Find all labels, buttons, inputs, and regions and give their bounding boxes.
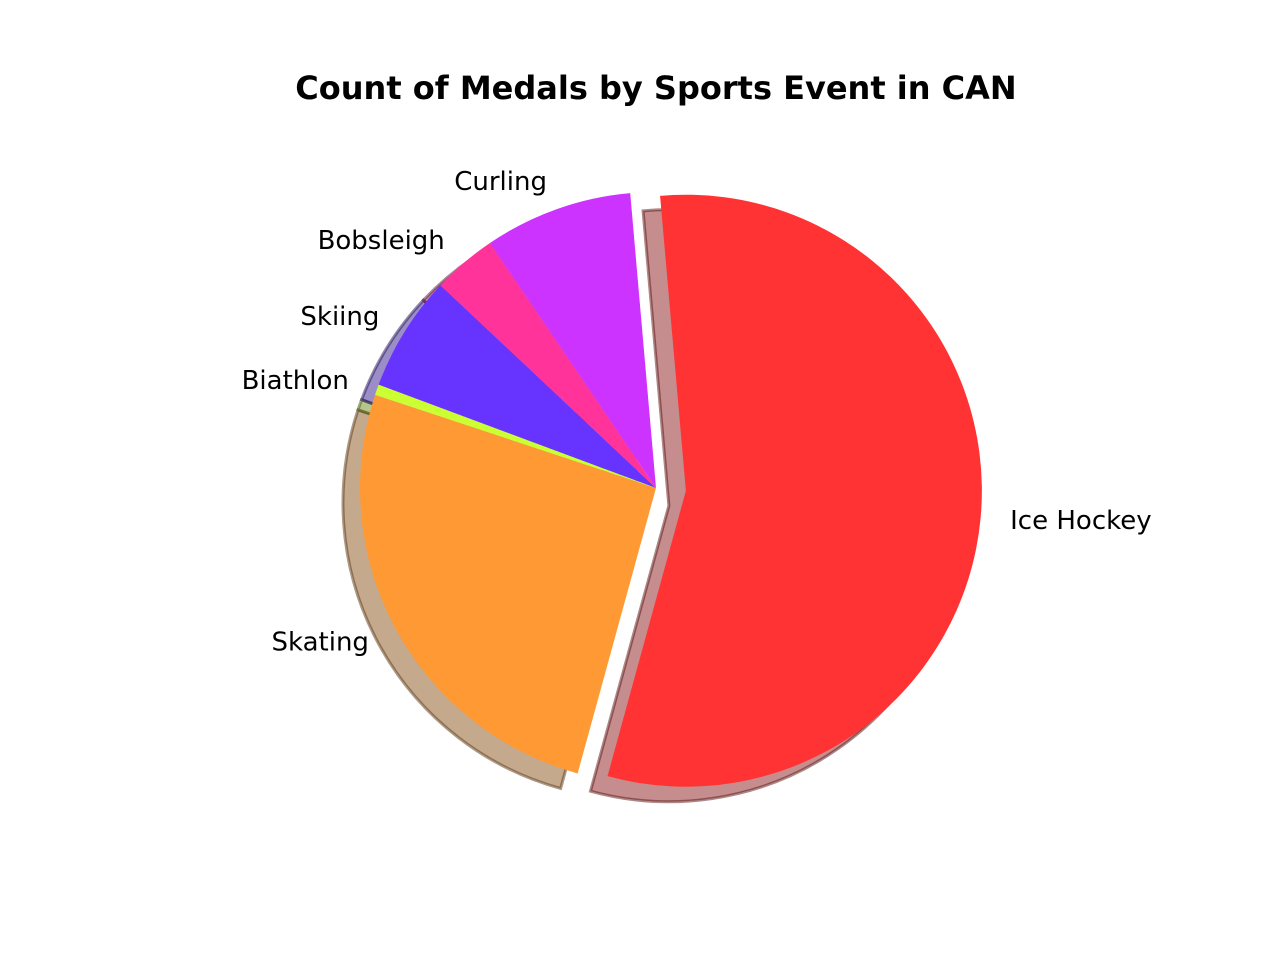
slice-label-skiing: Skiing xyxy=(300,302,379,332)
slice-label-curling: Curling xyxy=(454,167,547,197)
slice-biathlon xyxy=(375,384,656,488)
slice-label-bobsleigh: Bobsleigh xyxy=(318,226,445,256)
slice-label-skating: Skating xyxy=(271,628,368,658)
slice-skiing xyxy=(378,285,656,488)
slice-bobsleigh xyxy=(440,242,656,488)
slice-label-ice-hockey: Ice Hockey xyxy=(1010,506,1152,536)
label-layer: Ice Hockey Skating Biathlon Skiing Bobsleigh… xyxy=(242,167,1152,657)
slice-skating xyxy=(360,394,656,774)
chart-title: Count of Medals by Sports Event in CAN xyxy=(295,69,1016,107)
slice-label-biathlon: Biathlon xyxy=(242,366,349,396)
slice-curling xyxy=(489,193,656,488)
slice-layer xyxy=(360,193,982,787)
slice-ice-hockey xyxy=(607,194,982,787)
